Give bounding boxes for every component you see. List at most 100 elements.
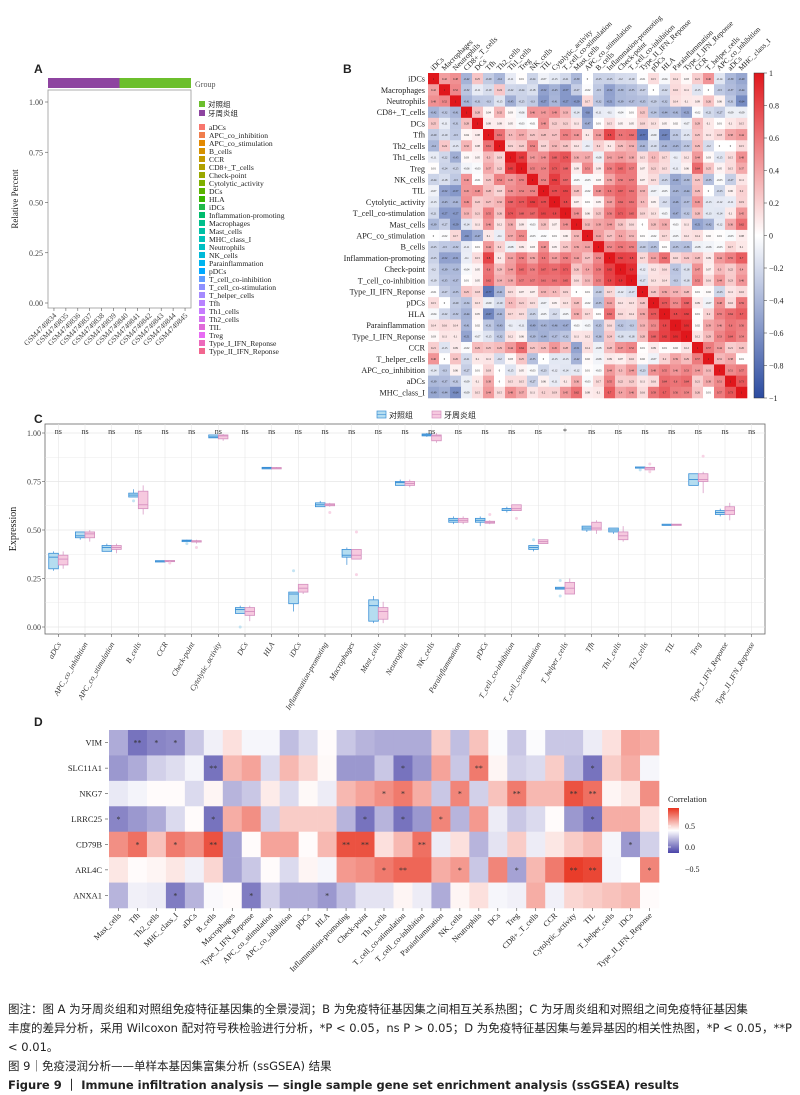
significance-label: ns — [695, 427, 702, 436]
heatmap-cell — [626, 319, 638, 332]
heatmap-cell — [582, 297, 594, 309]
heatmap-cell — [538, 229, 550, 242]
cell-value: 0.09 — [607, 358, 612, 361]
cell-value: -0.67 — [662, 134, 668, 137]
cell-value: 0.18 — [541, 145, 546, 148]
cell-value: 0.08 — [739, 235, 744, 238]
cell-value: -0.34 — [464, 302, 470, 305]
cell-value: -0.19 — [431, 280, 437, 283]
heatmap-cell — [439, 308, 451, 320]
cell-value: -0.03 — [530, 369, 536, 372]
heatmap-cell — [461, 196, 473, 208]
cell-value: 0.8 — [630, 257, 634, 260]
significance-label: ns — [295, 427, 302, 436]
box-outlier — [514, 516, 518, 520]
heatmap-cell — [241, 882, 262, 909]
cell-value: 0.12 — [695, 336, 700, 339]
heatmap-cell — [461, 207, 473, 219]
cell-value: 0.25 — [431, 123, 436, 126]
heatmap-cell — [516, 285, 528, 298]
heatmap-cell — [604, 185, 616, 197]
heatmap-cell — [488, 730, 508, 756]
heatmap-cell — [648, 140, 660, 152]
heatmap-cell — [483, 285, 495, 298]
cell-value: 1 — [708, 358, 710, 361]
heatmap-cell — [714, 319, 726, 332]
heatmap-cell — [626, 308, 638, 320]
heatmap-cell — [538, 207, 550, 219]
heatmap-cell — [461, 140, 473, 152]
heatmap-cell — [439, 297, 451, 309]
colorbar-tick-label: 0 — [769, 232, 773, 241]
cell-value: 0.44 — [695, 156, 700, 159]
heatmap-cell — [507, 857, 527, 883]
cell-value: 0.27 — [552, 134, 557, 137]
cell-value: 0.25 — [596, 212, 601, 215]
cell-value: 0.48 — [431, 100, 436, 103]
significance-label: ns — [615, 427, 622, 436]
cell-value: 0.82 — [618, 257, 623, 260]
heatmap-cell — [279, 780, 299, 807]
heatmap-cell — [439, 185, 451, 197]
cell-value: 0.41 — [596, 235, 601, 238]
box-body — [591, 521, 602, 531]
heatmap-cell — [703, 297, 715, 309]
heatmap-cell — [681, 84, 693, 96]
cell-value: -0.1 — [585, 145, 590, 148]
cell-value: 0.57 — [629, 168, 634, 171]
heatmap-cell — [428, 140, 440, 152]
heatmap-cell — [505, 129, 517, 141]
heatmap-cell — [703, 196, 715, 208]
cell-value: 0.05 — [618, 123, 623, 126]
heatmap-cell — [472, 330, 484, 343]
heatmap-cell — [714, 117, 726, 130]
cell-value: 0.02 — [706, 235, 711, 238]
heatmap-cell — [472, 285, 484, 298]
cell-value: 0.46 — [717, 324, 722, 327]
heatmap-cell — [571, 196, 583, 208]
heatmap-cell — [165, 780, 186, 807]
heatmap-cell — [184, 755, 205, 782]
heatmap-cell — [483, 375, 495, 388]
heatmap-cell — [736, 274, 748, 287]
cell-value: 0.34 — [497, 280, 502, 283]
cell-value: -0.46 — [673, 201, 679, 204]
heatmap-cell — [714, 229, 726, 242]
heatmap-cell — [637, 73, 649, 85]
significance-star: * — [458, 866, 462, 875]
heatmap-cell — [494, 84, 506, 96]
heatmap-cell — [549, 106, 561, 119]
cell-value: 0.68 — [684, 302, 689, 305]
heatmap-cell — [507, 831, 527, 858]
heatmap-cell — [659, 106, 671, 119]
heatmap-cell — [582, 285, 594, 298]
heatmap-cell — [516, 129, 528, 141]
cell-value: 1 — [543, 190, 545, 193]
cell-value: 0.38 — [629, 156, 634, 159]
cell-value: -0.25 — [607, 78, 613, 81]
significance-label: ns — [668, 427, 675, 436]
cell-value: -0.19 — [486, 89, 492, 92]
cell-value: 0.26 — [640, 302, 645, 305]
cell-value: 0.33 — [640, 324, 645, 327]
cell-value: 0.44 — [607, 224, 612, 227]
heatmap-cell — [483, 218, 495, 231]
cell-value: 0.05 — [475, 156, 480, 159]
heatmap-cell — [637, 106, 649, 119]
heatmap-cell — [648, 162, 660, 175]
significance-star: * — [382, 866, 386, 875]
heatmap-cell — [582, 140, 594, 152]
panel-label-a: A — [34, 62, 43, 76]
heatmap-cell — [355, 806, 375, 833]
cell-value: 0.24 — [442, 145, 447, 148]
heatmap-cell — [412, 780, 432, 807]
heatmap-cell — [241, 806, 262, 833]
heatmap-cell — [725, 218, 737, 231]
cell-value: 0.82 — [607, 268, 612, 271]
heatmap-cell — [604, 330, 616, 343]
cell-value: 0.45 — [464, 190, 469, 193]
heatmap-cell — [260, 857, 280, 883]
cell-value: 0.56 — [519, 257, 524, 260]
heatmap-cell — [527, 95, 539, 107]
cell-value: -0.32 — [442, 112, 448, 115]
